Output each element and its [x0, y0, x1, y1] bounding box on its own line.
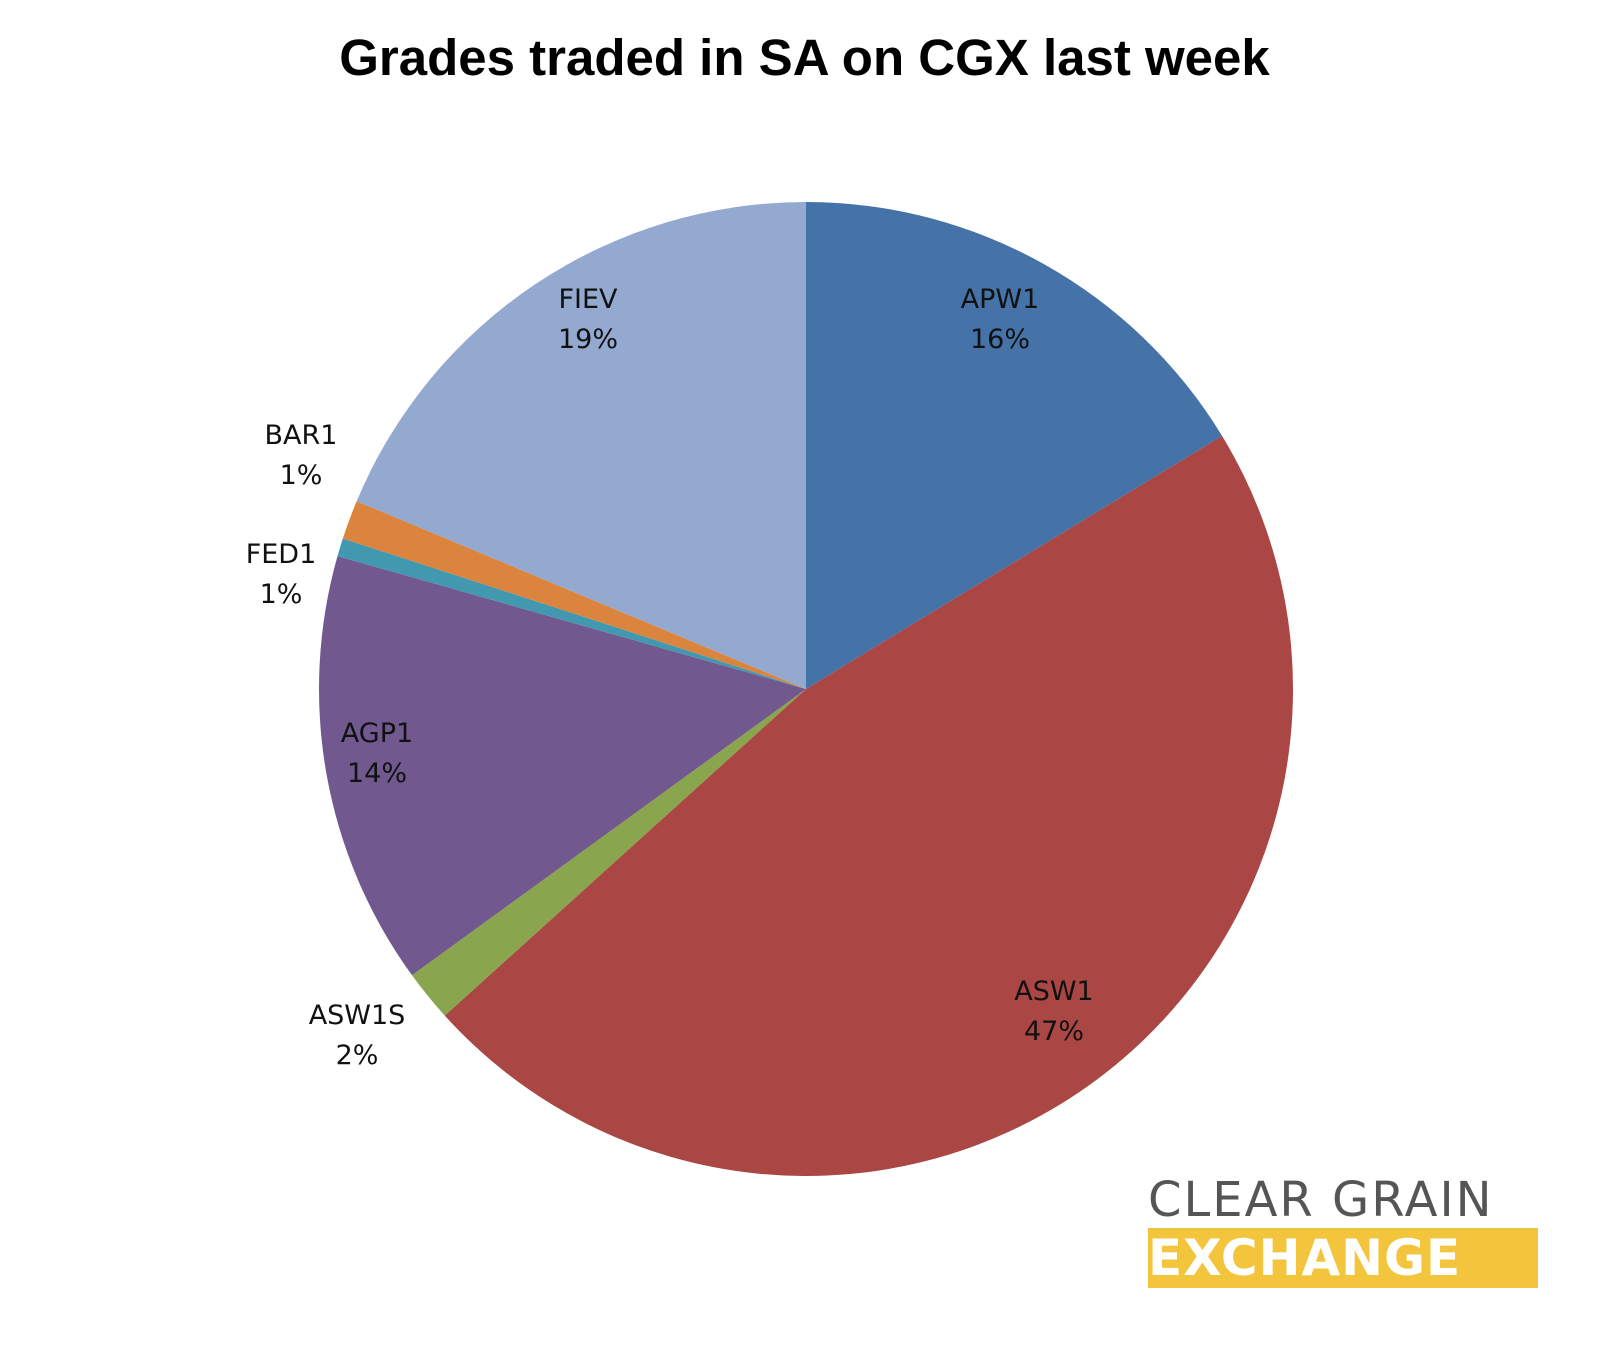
pie-slice-asw1s: [412, 689, 806, 1016]
pie-slice-agp1: [319, 556, 806, 976]
slice-percent-asw1: 47%: [1024, 1016, 1084, 1047]
slice-label-asw1s: ASW1S: [309, 1000, 406, 1031]
slice-percent-apw1: 16%: [970, 324, 1030, 355]
pie-slice-apw1: [806, 202, 1223, 689]
slice-label-bar1: BAR1: [265, 420, 338, 451]
logo-line-exchange: EXCHANGE: [1148, 1228, 1538, 1288]
slice-label-fed1: FED1: [246, 539, 317, 570]
pie-slices: [319, 202, 1294, 1177]
slice-percent-bar1: 1%: [280, 460, 323, 491]
chart-title: Grades traded in SA on CGX last week: [339, 29, 1270, 86]
pie-slice-fed1: [337, 538, 806, 689]
clear-grain-exchange-logo: CLEAR GRAIN EXCHANGE: [1148, 1172, 1538, 1288]
slice-percent-asw1s: 2%: [336, 1040, 379, 1071]
slice-percent-fiev: 19%: [558, 324, 618, 355]
slice-label-fiev: FIEV: [558, 284, 618, 315]
slice-label-agp1: AGP1: [341, 718, 413, 749]
slice-percent-agp1: 14%: [347, 758, 407, 789]
slice-percent-fed1: 1%: [260, 579, 303, 610]
logo-line-clear-grain: CLEAR GRAIN: [1148, 1172, 1494, 1228]
pie-slice-bar1: [342, 501, 806, 689]
slice-label-apw1: APW1: [961, 284, 1040, 315]
pie-labels: APW1 16% ASW1 47% ASW1S 2% AGP1 14% FED1 1% BAR1 1%…: [246, 284, 1094, 1071]
pie-slice-asw1: [444, 435, 1294, 1177]
slice-label-asw1: ASW1: [1014, 976, 1093, 1007]
pie-slice-fiev: [356, 202, 806, 689]
